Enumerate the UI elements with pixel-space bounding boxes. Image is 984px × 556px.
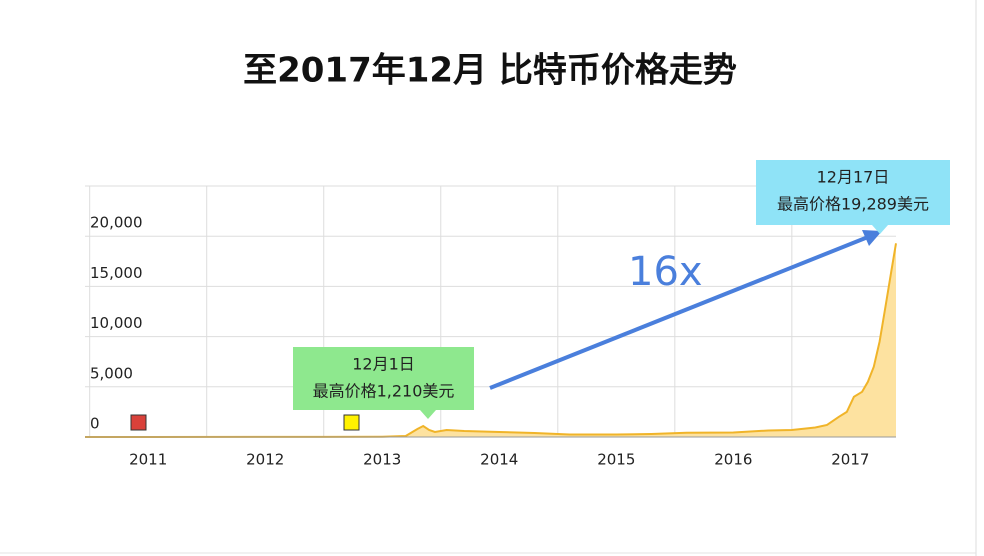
callout [756,160,950,234]
callout-text: 12月17日 [817,168,890,187]
y-tick-label: 20,000 [90,214,143,232]
marker [130,414,147,431]
chart-title: 至2017年12月 比特币价格走势 [243,51,737,91]
y-tick-label: 0 [90,415,100,433]
y-tick-label: 15,000 [90,264,143,282]
callout-text: 12月1日 [352,355,415,374]
marker [343,414,360,431]
arrow-label: 16x [628,249,703,295]
x-tick-label: 2013 [363,451,401,469]
x-tick-label: 2011 [129,451,167,469]
x-tick-label: 2017 [831,451,869,469]
line [85,243,897,438]
callout [293,347,474,419]
x-tick-label: 2014 [480,451,518,469]
y-tick-label: 5,000 [90,364,133,382]
x-tick-label: 2016 [714,451,752,469]
callout-text: 最高价格1,210美元 [313,382,455,401]
callout-text: 最高价格19,289美元 [777,195,929,214]
arrow-head [862,230,882,246]
x-tick-label: 2012 [246,451,284,469]
arrow [489,235,869,390]
y-tick-label: 10,000 [90,314,143,332]
x-tick-label: 2015 [597,451,635,469]
